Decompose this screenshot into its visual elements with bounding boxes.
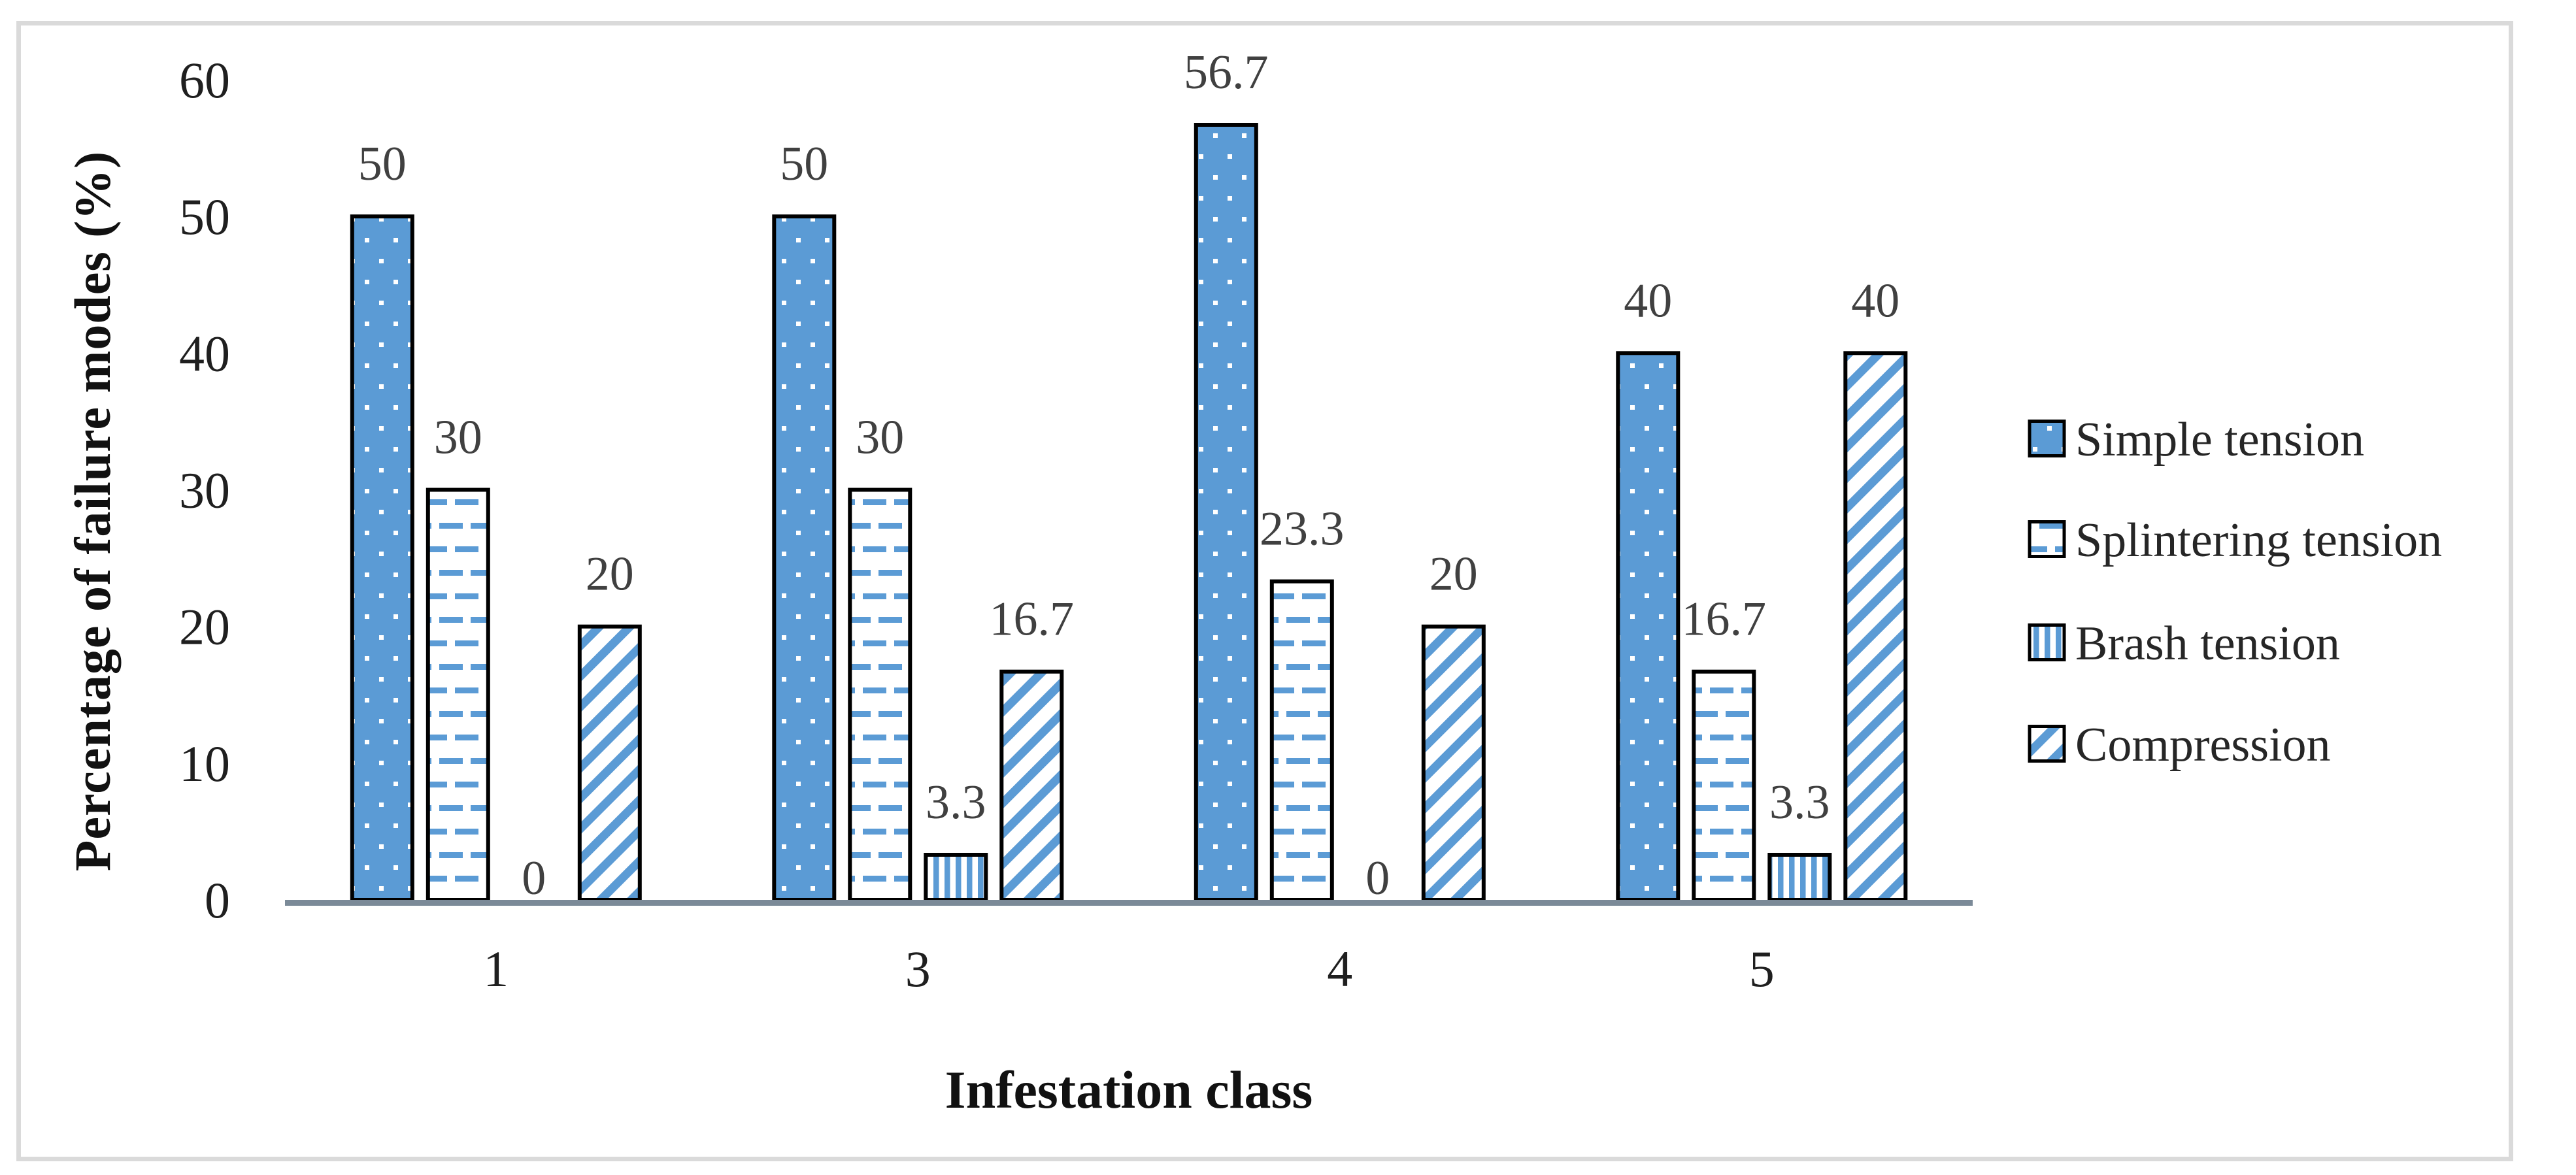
data-label-dots-class-3: 50 (780, 137, 828, 191)
data-label-dots-class-4: 56.7 (1184, 46, 1269, 99)
data-label-diagonal-stripes-class-4: 20 (1430, 548, 1478, 601)
data-label-vertical-stripes-class-1: 0 (522, 852, 546, 905)
bar-vertical-stripes-class-5 (1767, 853, 1832, 902)
data-label-dashes-class-3: 30 (856, 411, 904, 465)
data-label-dots-class-5: 40 (1624, 274, 1672, 327)
data-label-diagonal-stripes-class-5: 40 (1851, 274, 1899, 327)
bar-dashes-class-3 (848, 488, 912, 902)
bar-dots-class-5 (1616, 351, 1681, 902)
bar-dots-class-3 (772, 214, 837, 902)
y-tick-label-50: 50 (179, 188, 230, 245)
bar-diagonal-stripes-class-1 (577, 624, 642, 902)
x-category-label-5: 5 (1749, 940, 1775, 997)
legend-marker-vertical-stripes-icon (2028, 623, 2066, 661)
legend-label-1: Splintering tension (2075, 514, 2442, 567)
data-label-vertical-stripes-class-3: 3.3 (926, 776, 986, 829)
data-label-dots-class-1: 50 (358, 137, 407, 191)
bar-diagonal-stripes-class-4 (1421, 624, 1486, 902)
data-label-dashes-class-4: 23.3 (1260, 503, 1345, 556)
legend-marker-dots-icon (2028, 420, 2066, 457)
data-label-diagonal-stripes-class-3: 16.7 (990, 593, 1075, 646)
data-label-dashes-class-1: 30 (434, 411, 482, 465)
legend-marker-dashes-icon (2028, 520, 2066, 558)
bar-dots-class-1 (350, 214, 414, 902)
y-tick-label-30: 30 (179, 462, 230, 519)
data-label-dashes-class-5: 16.7 (1682, 593, 1767, 646)
x-axis-line (285, 900, 1973, 906)
x-category-label-1: 1 (483, 940, 509, 997)
bar-vertical-stripes-class-3 (924, 853, 988, 902)
legend-label-0: Simple tension (2075, 413, 2364, 467)
bar-dashes-class-5 (1692, 669, 1756, 902)
bar-diagonal-stripes-class-5 (1843, 351, 1908, 902)
bars-layer (350, 123, 1908, 902)
bar-dashes-class-4 (1269, 579, 1334, 902)
bar-diagonal-stripes-class-3 (999, 669, 1064, 902)
legend-marker-diagonal-stripes-icon (2028, 725, 2066, 763)
x-axis-title: Infestation class (945, 1060, 1313, 1119)
bar-dots-class-4 (1194, 123, 1258, 902)
legend-label-2: Brash tension (2075, 617, 2340, 670)
y-tick-label-0: 0 (205, 872, 230, 929)
legend: Simple tension Splintering tension Brash t… (2028, 413, 2442, 772)
data-label-vertical-stripes-class-5: 3.3 (1769, 776, 1830, 829)
data-label-diagonal-stripes-class-1: 20 (586, 548, 634, 601)
x-category-label-3: 3 (905, 940, 931, 997)
data-labels-layer: 50 30 0 20 50 30 3.3 16.7 56.7 23.3 0 20 40 16.7 3.3 40 (358, 46, 1900, 905)
y-tick-label-20: 20 (179, 599, 230, 655)
data-label-vertical-stripes-class-4: 0 (1365, 852, 1390, 905)
bar-dashes-class-1 (426, 488, 490, 902)
y-tick-label-10: 10 (179, 735, 230, 792)
y-tick-label-40: 40 (179, 325, 230, 382)
y-tick-label-60: 60 (179, 52, 230, 108)
legend-label-3: Compression (2075, 718, 2331, 772)
x-category-label-4: 4 (1327, 940, 1352, 997)
y-axis-title: Percentage of failure modes (%) (64, 150, 121, 872)
